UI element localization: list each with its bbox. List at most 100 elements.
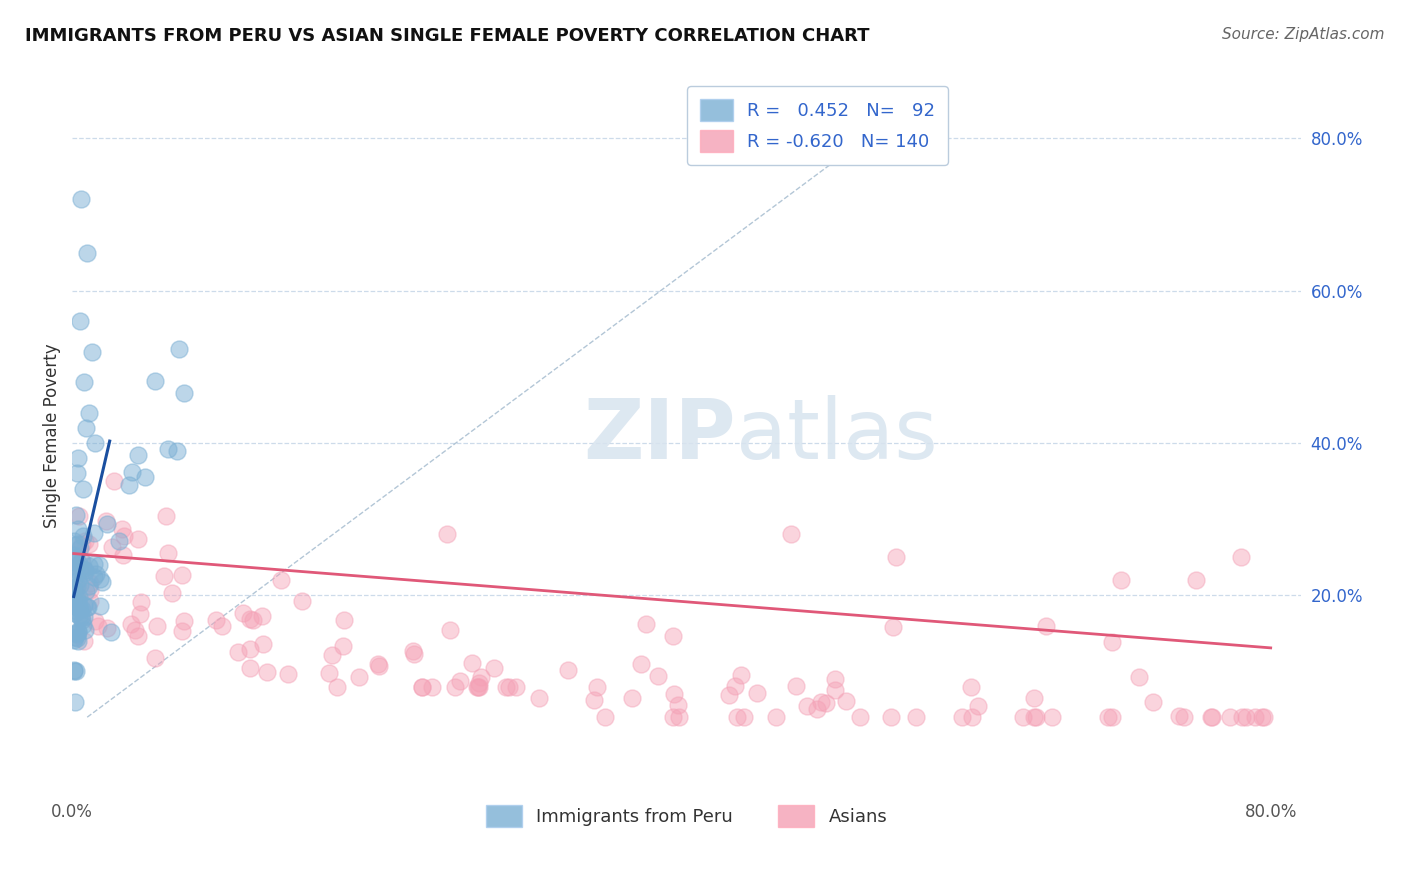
Point [585, 680, 607, 694]
Point [411, 680, 433, 694]
Point [62, 534, 84, 549]
Point [1184, 573, 1206, 587]
Point [668, 710, 690, 724]
Point [882, 620, 904, 634]
Point [114, 529, 136, 543]
Point [848, 710, 870, 724]
Point [270, 574, 292, 588]
Point [66, 600, 89, 615]
Point [157, 546, 180, 560]
Point [1253, 710, 1275, 724]
Point [205, 614, 228, 628]
Point [1199, 710, 1222, 724]
Point [662, 687, 685, 701]
Point [160, 586, 183, 600]
Point [796, 698, 818, 713]
Point [83, 526, 105, 541]
Point [79, 579, 101, 593]
Point [100, 540, 122, 554]
Point [1025, 710, 1047, 724]
Point [966, 699, 988, 714]
Point [83, 436, 105, 450]
Point [103, 474, 125, 488]
Point [733, 710, 755, 724]
Point [65, 508, 87, 522]
Point [717, 688, 740, 702]
Point [960, 680, 983, 694]
Point [232, 606, 254, 620]
Point [557, 663, 579, 677]
Point [67, 624, 90, 639]
Point [62, 552, 84, 566]
Point [89, 573, 111, 587]
Point [1244, 710, 1267, 724]
Point [96, 621, 118, 635]
Point [1097, 710, 1119, 724]
Point [824, 672, 846, 686]
Point [72, 618, 94, 632]
Point [66, 594, 89, 608]
Point [87, 619, 110, 633]
Point [884, 550, 907, 565]
Point [482, 661, 505, 675]
Point [69, 578, 91, 592]
Point [498, 680, 520, 694]
Point [952, 710, 974, 724]
Point [127, 532, 149, 546]
Point [146, 619, 169, 633]
Point [65, 695, 87, 709]
Point [66, 467, 89, 481]
Point [90, 574, 112, 589]
Point [630, 657, 652, 672]
Point [66, 591, 89, 605]
Point [780, 527, 803, 541]
Point [72, 562, 94, 576]
Point [67, 591, 90, 605]
Point [468, 676, 491, 690]
Point [70, 554, 93, 568]
Point [367, 658, 389, 673]
Point [62, 585, 84, 599]
Point [83, 614, 105, 628]
Point [76, 245, 98, 260]
Point [73, 609, 96, 624]
Text: atlas: atlas [735, 395, 938, 476]
Point [111, 522, 134, 536]
Point [239, 661, 262, 675]
Point [170, 624, 193, 638]
Point [1109, 573, 1132, 587]
Point [76, 600, 98, 615]
Legend: Immigrants from Peru, Asians: Immigrants from Peru, Asians [478, 798, 894, 834]
Point [765, 710, 787, 724]
Point [256, 665, 278, 679]
Point [129, 607, 152, 622]
Point [439, 623, 461, 637]
Point [70, 601, 93, 615]
Point [449, 674, 471, 689]
Point [143, 650, 166, 665]
Point [72, 529, 94, 543]
Point [63, 595, 86, 609]
Point [96, 517, 118, 532]
Point [461, 657, 484, 671]
Point [1040, 710, 1063, 724]
Point [89, 558, 111, 572]
Point [63, 584, 86, 599]
Point [69, 314, 91, 328]
Point [143, 374, 166, 388]
Point [62, 548, 84, 562]
Point [84, 567, 107, 582]
Point [75, 623, 97, 637]
Point [318, 666, 340, 681]
Point [814, 696, 837, 710]
Point [725, 710, 748, 724]
Point [806, 701, 828, 715]
Point [63, 562, 86, 576]
Point [170, 568, 193, 582]
Point [402, 644, 425, 658]
Point [67, 562, 90, 576]
Point [333, 613, 356, 627]
Point [70, 192, 93, 206]
Point [67, 557, 90, 571]
Point [153, 569, 176, 583]
